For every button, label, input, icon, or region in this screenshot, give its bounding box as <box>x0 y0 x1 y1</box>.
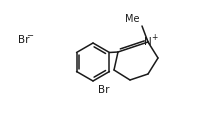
Text: Me: Me <box>125 14 139 24</box>
Text: −: − <box>26 31 33 41</box>
Text: Br: Br <box>18 35 29 45</box>
Text: +: + <box>150 33 156 42</box>
Text: N: N <box>143 37 151 47</box>
Text: Br: Br <box>98 85 109 95</box>
